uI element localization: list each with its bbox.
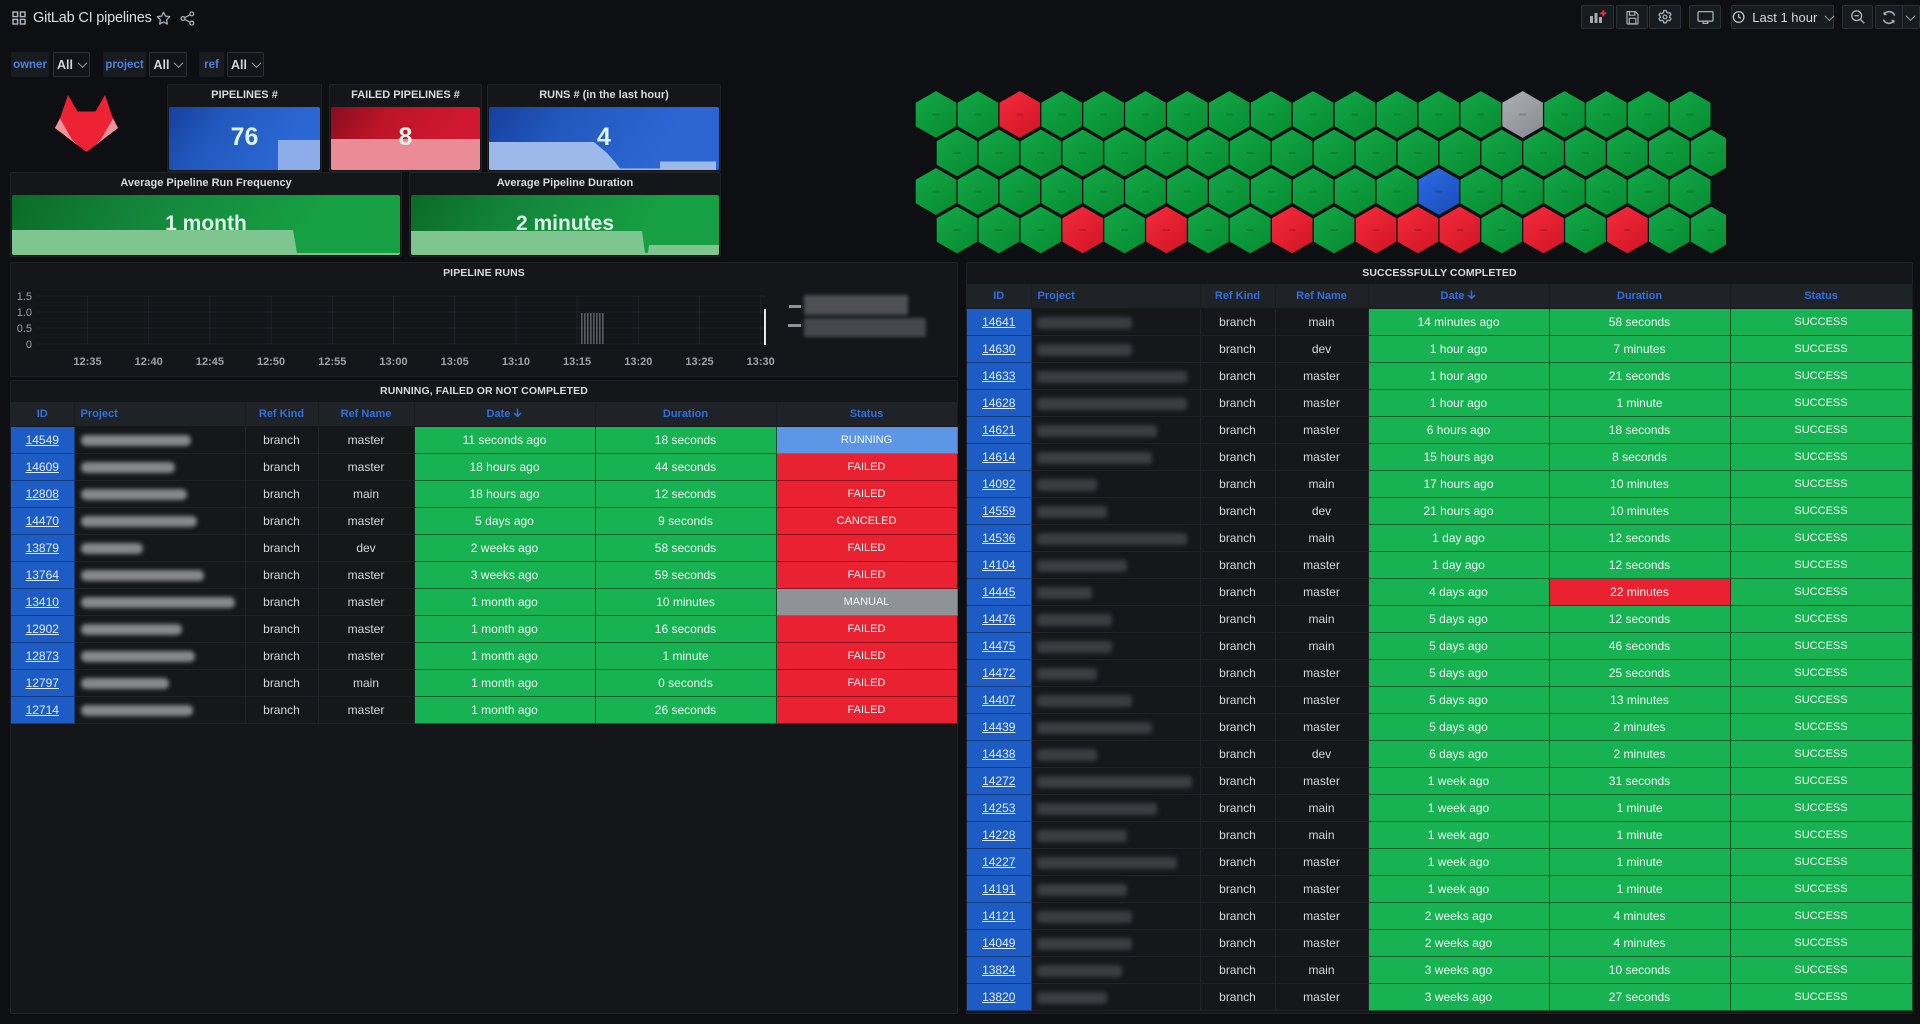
svg-text:13:20: 13:20 <box>624 356 652 368</box>
svg-text:12:40: 12:40 <box>135 356 163 368</box>
svg-text:1.0: 1.0 <box>17 307 32 319</box>
svg-text:12:35: 12:35 <box>73 356 101 368</box>
svg-text:13:15: 13:15 <box>563 356 591 368</box>
svg-text:12:55: 12:55 <box>318 356 346 368</box>
svg-text:13:05: 13:05 <box>441 356 469 368</box>
svg-text:13:00: 13:00 <box>379 356 407 368</box>
svg-text:12:50: 12:50 <box>257 356 285 368</box>
svg-text:13:10: 13:10 <box>502 356 530 368</box>
svg-text:13:30: 13:30 <box>747 356 775 368</box>
svg-text:12:45: 12:45 <box>196 356 224 368</box>
svg-text:0: 0 <box>26 339 32 351</box>
svg-text:13:25: 13:25 <box>685 356 713 368</box>
svg-text:0.5: 0.5 <box>17 323 32 335</box>
svg-text:1.5: 1.5 <box>17 291 32 303</box>
